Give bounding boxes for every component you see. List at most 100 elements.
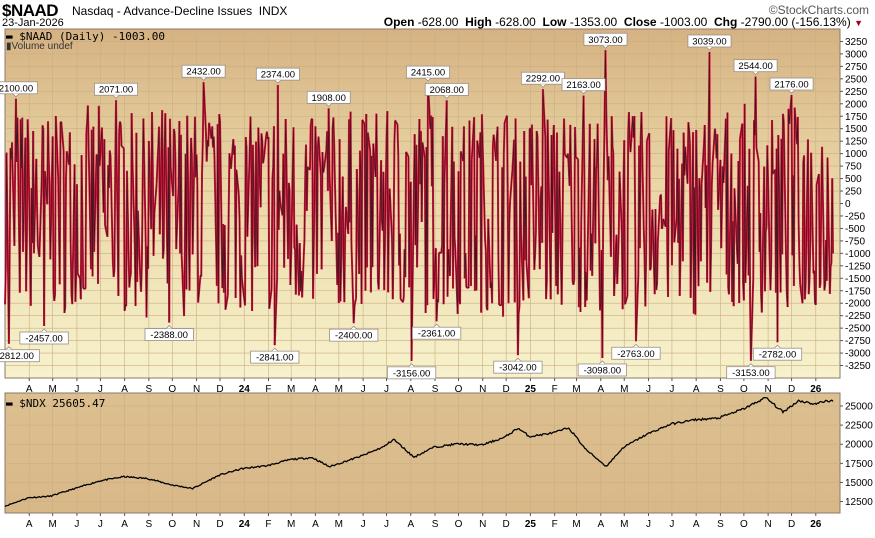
annotation-pointer: [408, 363, 415, 368]
annotation-label: 3039.00: [692, 36, 726, 47]
open-label: Open: [383, 15, 415, 29]
x-tick-label: A: [407, 519, 414, 530]
annotation-pointer: [706, 46, 713, 51]
x-tick-label: M: [49, 384, 57, 395]
x-tick-label: 25: [525, 384, 537, 395]
x-tick-label: A: [597, 519, 604, 530]
naad-legend-title: $NAAD (Daily) -1003.00: [19, 30, 165, 43]
annotation-label: -3153.00: [732, 368, 770, 379]
annotation-pointer: [271, 347, 279, 352]
chg-value: -2790.00 (-156.13%): [740, 15, 851, 29]
annotation-pointer: [433, 323, 440, 328]
x-tick-label: F: [552, 384, 558, 395]
x-tick-label: N: [193, 519, 200, 530]
y-tick-label: 500: [845, 174, 862, 185]
open-value: -628.00: [417, 15, 459, 29]
y-tick-label: 250: [845, 187, 862, 198]
y-tick-label: -3000: [845, 349, 871, 360]
naad-line: [4, 50, 834, 361]
annotation-label: -2400.00: [335, 331, 373, 342]
y-tick-label: 15000: [845, 478, 873, 489]
y-tick-label: 12500: [845, 497, 873, 508]
y-tick-label: -750: [845, 236, 865, 247]
brand-logo[interactable]: ©StockCharts.com: [768, 3, 869, 17]
y-tick-label: -500: [845, 224, 865, 235]
x-tick-label: A: [407, 384, 414, 395]
annotation-label: -2841.00: [256, 353, 294, 364]
volume-icon: ▮: [6, 41, 12, 52]
y-tick-label: -250: [845, 211, 865, 222]
annotation-label: 2100.00: [0, 83, 33, 94]
x-tick-label: J: [361, 384, 366, 395]
x-tick-label: D: [788, 519, 795, 530]
annotation-label: -2782.00: [759, 350, 797, 361]
low-label: Low: [542, 15, 567, 29]
volume-legend: ▮Volume undef: [6, 41, 73, 52]
close-value: -1003.00: [659, 15, 708, 29]
annotation-pointer: [514, 357, 522, 362]
y-tick-label: -1750: [845, 286, 871, 297]
x-tick-label: J: [669, 519, 674, 530]
annotation-pointer: [632, 343, 640, 348]
y-tick-label: -1500: [845, 274, 871, 285]
ndx-legend-title: $NDX 25605.47: [19, 397, 106, 410]
x-tick-label: J: [669, 384, 674, 395]
legend-line-icon: ▬: [6, 397, 13, 410]
naad-legend: ▬ $NAAD (Daily) -1003.00: [6, 30, 165, 43]
annotation-pointer: [580, 90, 587, 95]
legend-line-icon: ▬: [6, 30, 13, 43]
annotation-label: 2163.00: [566, 80, 600, 91]
symbol-name: Nasdaq - Advance-Decline Issues INDX: [72, 4, 287, 18]
annotation-label: 3073.00: [588, 35, 622, 46]
annotation-label: -2812.00: [0, 351, 34, 362]
x-tick-label: 25: [525, 519, 537, 530]
y-tick-label: 0: [845, 199, 851, 210]
x-tick-label: M: [572, 519, 580, 530]
y-tick-label: 1750: [845, 112, 868, 123]
down-triangle-icon: ▼: [854, 18, 863, 28]
y-tick-label: -2250: [845, 311, 871, 322]
volume-legend-text: Volume undef: [11, 41, 73, 52]
close-label: Close: [623, 15, 657, 29]
x-tick-label: M: [620, 519, 628, 530]
y-tick-label: 20000: [845, 440, 873, 451]
y-tick-label: -1250: [845, 261, 871, 272]
high-value: -628.00: [495, 15, 536, 29]
x-tick-label: S: [146, 384, 153, 395]
x-tick-label: A: [597, 384, 604, 395]
annotation-pointer: [274, 79, 282, 84]
x-tick-label: A: [26, 384, 33, 395]
annotation-pointer: [599, 360, 606, 365]
y-tick-label: 750: [845, 162, 862, 173]
annotation-label: 2071.00: [99, 85, 133, 96]
y-tick-label: 2250: [845, 87, 868, 98]
symbol: $NAAD: [2, 1, 59, 20]
y-tick-label: 1500: [845, 124, 868, 135]
x-tick-label: M: [287, 519, 295, 530]
x-tick-label: J: [361, 519, 366, 530]
ndx-line: [4, 397, 834, 508]
y-tick-label: 2750: [845, 62, 868, 73]
y-tick-label: -2750: [845, 336, 871, 347]
ndx-panel: 25000 22500 20000 17500 15000 12500 A M J J A S O N D 2…: [4, 392, 873, 530]
x-tick-label: A: [312, 519, 319, 530]
x-tick-label: M: [335, 519, 343, 530]
x-tick-label: J: [646, 519, 651, 530]
y-tick-label: -1000: [845, 249, 871, 260]
x-tick-label: S: [717, 519, 724, 530]
annotation-label: 2432.00: [186, 67, 220, 78]
annotation-label: 1908.00: [312, 93, 346, 104]
x-tick-label: N: [764, 519, 771, 530]
x-tick-label: N: [193, 384, 200, 395]
x-tick-label: A: [26, 519, 33, 530]
x-tick-label: O: [740, 384, 748, 395]
annotation-pointer: [40, 328, 48, 333]
annotation-pointer: [5, 346, 13, 350]
x-tick-label: O: [168, 519, 176, 530]
x-tick-label: N: [479, 519, 486, 530]
annotation-pointer: [350, 325, 357, 330]
annotation-label: -2388.00: [150, 330, 188, 341]
annotation-pointer: [424, 77, 432, 82]
high-label: High: [465, 15, 492, 29]
